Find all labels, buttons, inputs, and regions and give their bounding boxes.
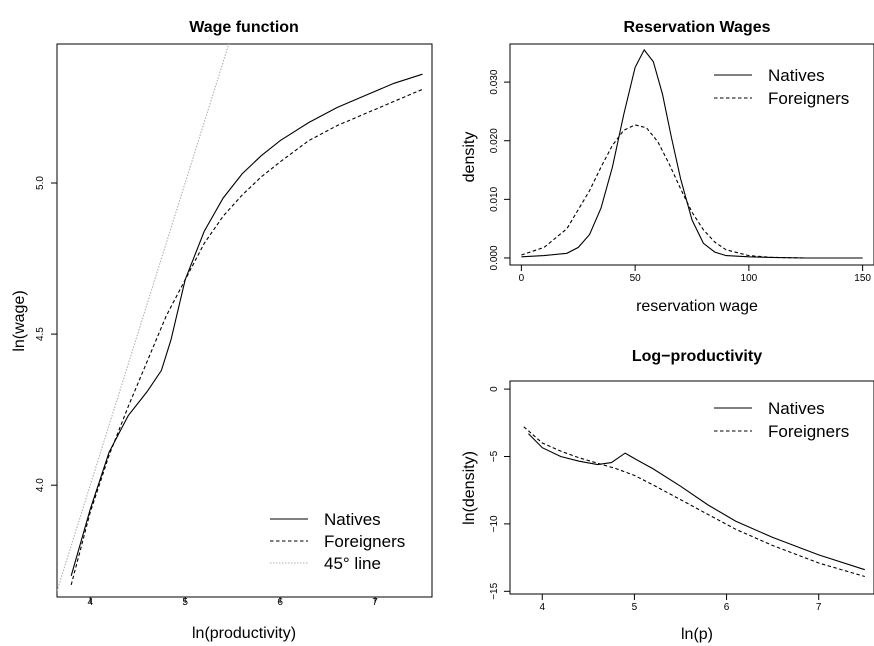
panel-reservation-wages: Reservation Wages reservation wage densi… [461,19,874,315]
plot-frame [509,43,874,266]
y-tick-label: 4.0 [35,478,46,492]
legend-label: Foreigners [768,422,849,441]
x-axis-label: ln(p) [681,626,713,643]
chart-title: Log−productivity [632,348,762,365]
series-line-foreigners [523,426,865,578]
series-line-foreigners [521,124,863,259]
x-tick-label: 5 [182,597,188,608]
legend: Natives Foreigners [714,399,849,441]
y-axis-label: ln(wage) [11,290,28,351]
chart-title: Reservation Wages [623,19,770,36]
legend-label: Natives [324,510,381,529]
panel-wage-function: Wage function ln(productivity) ln(wage) … [11,19,433,642]
x-tick-label: 50 [630,273,642,284]
series-line-45-line [57,44,230,592]
y-axis-label: ln(density) [461,451,478,525]
x-tick-label: 7 [816,602,822,613]
y-tick-label: 5.0 [35,176,46,190]
series-line-natives [528,433,865,571]
legend-label: Natives [768,399,825,418]
plot-frame [509,380,874,595]
series-line-natives [521,48,863,259]
chart-title: Wage function [189,19,299,36]
y-tick-label: 0.000 [489,245,500,270]
legend-label: Natives [768,66,825,85]
series-line-foreigners [70,88,423,586]
x-tick-label: 4 [87,597,93,608]
y-tick-label: 0 [489,386,500,392]
legend-label: Foreigners [768,89,849,108]
x-tick-label: 100 [741,273,758,284]
y-axis-label: density [461,132,478,183]
y-tick-label: 0.020 [489,128,500,153]
y-tick-label: 0.030 [489,69,500,94]
x-tick-label: 5 [632,602,638,613]
x-tick-label: 6 [277,597,283,608]
plot-frame [56,43,433,598]
x-tick-label: 6 [724,602,730,613]
y-tick-label: −15 [489,582,500,599]
legend-label: Foreigners [324,532,405,551]
legend: Natives Foreigners 45° line [270,510,405,573]
y-tick-label: −10 [489,515,500,532]
x-tick-label: 150 [854,273,871,284]
panel-log-productivity: Log−productivity ln(p) ln(density) 4 5 6 7 0… [461,348,874,643]
x-tick-label: 0 [519,273,525,284]
x-tick-label: 7 [372,597,378,608]
legend: Natives Foreigners [714,66,849,108]
y-tick-label: 0.010 [489,186,500,211]
y-tick-label: −5 [489,450,500,462]
legend-label: 45° line [324,554,381,573]
y-tick-label: 4.5 [35,327,46,341]
x-tick-label: 4 [539,602,545,613]
x-axis-label: ln(productivity) [192,625,296,642]
series-line-natives [70,73,423,576]
x-axis-label: reservation wage [636,298,758,315]
